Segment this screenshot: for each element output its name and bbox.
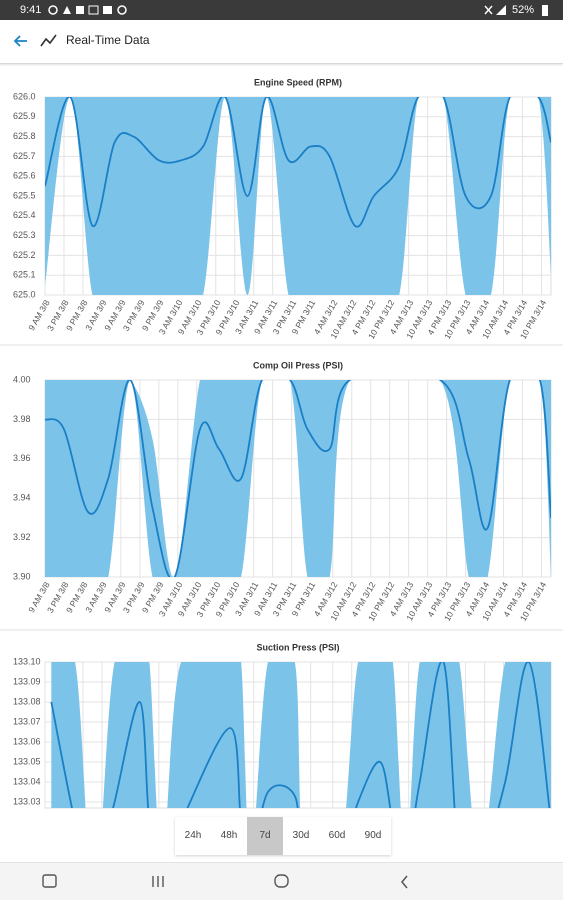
plot [45,97,551,295]
y-tick-label: 625.7 [13,151,36,161]
y-tick-label: 133.06 [13,736,41,746]
range-button[interactable]: 48h [220,830,238,841]
chart-title: Engine Speed (RPM) [254,77,342,87]
y-tick-label: 625.4 [13,210,36,220]
y-tick-label: 625.2 [13,250,36,260]
app-title: Real-Time Data [66,33,150,47]
y-tick-label: 625.5 [13,190,36,200]
nav-icons[interactable] [0,863,563,900]
nav-bar [0,862,563,900]
y-tick-label: 133.10 [13,656,41,666]
y-tick-label: 625.1 [13,270,36,280]
battery: 52% [512,4,535,16]
line-series [45,380,551,577]
charts: Engine Speed (RPM) 625.0 625.1 625.2 625.3 62… [0,77,563,809]
plot [45,380,551,577]
y-tick-label: 133.07 [13,716,41,726]
time: 9:41 [20,4,42,16]
range-button[interactable]: 7d [247,817,283,855]
line-series [50,662,551,808]
y-tick-label: 133.03 [13,796,41,806]
battery-icon [542,5,548,16]
band-area [45,97,551,295]
y-tick-label: 3.90 [13,571,31,581]
y-tick-label: 3.94 [13,493,31,503]
plot [50,662,551,808]
y-tick-label: 4.00 [13,374,31,384]
app-icons[interactable] [8,20,68,63]
y-tick-label: 133.05 [13,756,41,766]
band-area [45,380,551,577]
y-tick-label: 3.98 [13,414,31,424]
range-selector: 24h 48h 7d 30d 60d 90d [175,817,391,855]
range-button[interactable]: 24h [184,830,202,841]
app-bar: Real-Time Data [0,20,563,64]
y-tick-label: 3.96 [13,453,31,463]
y-tick-label: 133.04 [13,776,41,786]
range-button[interactable]: 60d [328,830,346,841]
y-tick-label: 625.0 [13,289,36,299]
y-tick-label: 625.8 [13,131,36,141]
signal-icons [484,5,506,15]
y-tick-label: 133.08 [13,696,41,706]
y-tick-label: 625.3 [13,230,36,240]
range-button[interactable]: 30d [292,830,310,841]
range-button[interactable]: 90d [364,830,382,841]
y-tick-label: 133.09 [13,676,41,686]
chart-title: Suction Press (PSI) [256,642,339,652]
chart-title: Comp Oil Press (PSI) [253,360,343,370]
y-tick-label: 625.6 [13,171,36,181]
status-icons [48,5,127,15]
band-area [51,662,551,808]
y-tick-label: 3.92 [13,532,31,542]
y-tick-label: 626.0 [13,91,36,101]
line-series [45,97,551,228]
status-bar: 9:41 52% [0,0,563,20]
y-tick-label: 625.9 [13,111,36,121]
